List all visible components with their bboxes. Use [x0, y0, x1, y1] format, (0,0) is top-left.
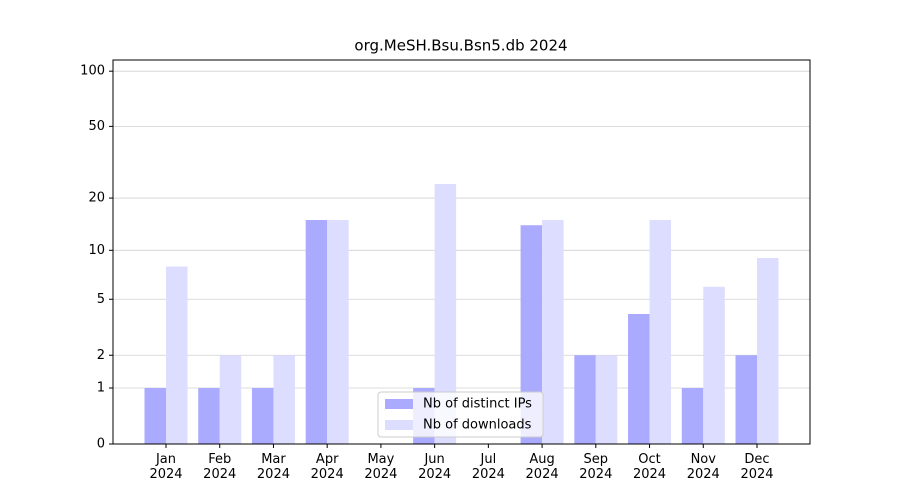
x-tick-label-box: Nov 2024: [686, 452, 720, 482]
bar: [198, 388, 220, 444]
bar: [649, 220, 672, 444]
x-tick-label-box: May 2024: [364, 452, 398, 482]
bar: [219, 355, 242, 444]
legend-swatch: [385, 399, 413, 409]
legend-box: [377, 391, 544, 438]
bar: [273, 355, 295, 444]
x-tick-label-box: Oct 2024: [632, 452, 667, 482]
x-tick-label: Jan 2024: [149, 452, 183, 482]
bar: [735, 355, 757, 444]
y-tick-label: 50: [88, 119, 105, 134]
y-tick-label: 10: [88, 243, 105, 258]
legend-swatch: [385, 420, 413, 430]
x-tick-label-box: Aug 2024: [525, 452, 559, 482]
x-tick-label-box: Jul 2024: [471, 452, 505, 482]
x-tick-label: Nov 2024: [686, 452, 720, 482]
x-tick-label-box: Sep 2024: [579, 452, 613, 482]
bar: [542, 220, 564, 444]
x-tick-label: Feb 2024: [203, 452, 237, 482]
bar: [144, 388, 166, 444]
x-tick-label: Sep 2024: [579, 452, 613, 482]
bar: [703, 286, 725, 444]
x-tick-label-box: Mar 2024: [256, 452, 290, 482]
bar: [681, 388, 704, 444]
bar: [520, 225, 543, 444]
x-tick-label-box: Feb 2024: [203, 452, 237, 482]
x-tick-label: May 2024: [364, 452, 398, 482]
chart-title: org.MeSH.Bsu.Bsn5.db 2024: [354, 37, 567, 55]
x-tick-label: Mar 2024: [256, 452, 290, 482]
legend-label: Nb of downloads: [423, 418, 532, 433]
x-tick-label-box: Apr 2024: [310, 452, 344, 482]
bar: [327, 220, 349, 444]
plot-frame: [112, 59, 811, 445]
bar: [757, 257, 779, 444]
x-tick-label: Apr 2024: [310, 452, 344, 482]
bar: [574, 355, 596, 444]
x-tick-label: Jul 2024: [471, 452, 505, 482]
bar: [305, 220, 328, 444]
bar: [434, 183, 457, 444]
x-tick-label-box: Jun 2024: [418, 452, 452, 482]
bar: [595, 355, 618, 444]
bar: [251, 388, 274, 444]
x-tick-label: Jun 2024: [418, 452, 452, 482]
y-tick-label: 0: [97, 437, 105, 452]
y-tick-label: 1: [97, 381, 105, 396]
x-tick-label: Oct 2024: [632, 452, 667, 482]
y-tick-label: 20: [88, 191, 105, 206]
bar: [166, 266, 188, 444]
x-tick-label: Dec 2024: [740, 452, 774, 482]
y-tick-label: 5: [97, 292, 105, 307]
y-tick-label: 100: [80, 64, 105, 79]
y-tick-label: 2: [97, 348, 105, 363]
bar: [628, 313, 650, 444]
x-tick-label: Aug 2024: [525, 452, 559, 482]
x-tick-label-box: Jan 2024: [149, 452, 183, 482]
legend-label: Nb of distinct IPs: [423, 397, 532, 412]
x-tick-label-box: Dec 2024: [740, 452, 774, 482]
